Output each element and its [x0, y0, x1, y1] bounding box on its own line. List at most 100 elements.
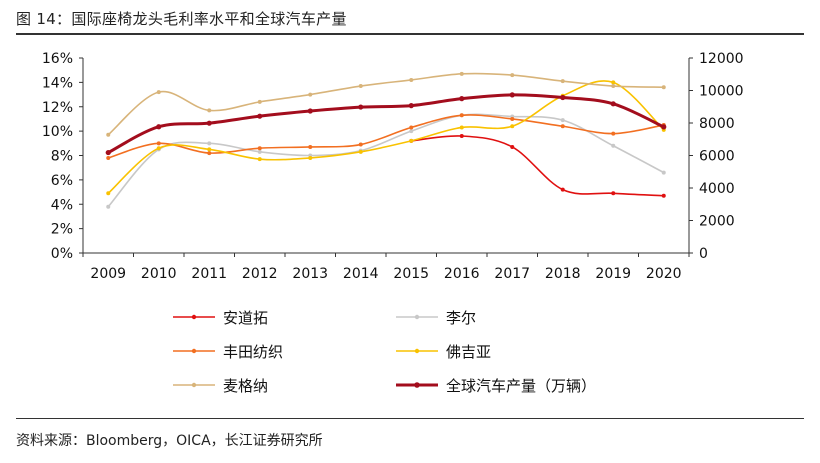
series-line — [107, 113, 665, 208]
legend-item: 佛吉亚 — [396, 343, 491, 361]
data-point — [510, 116, 515, 121]
left-tick-label: 6% — [51, 173, 73, 189]
data-point — [611, 191, 616, 196]
axes: 0% 2% 4% 6% 8% 10% 12% 14% 16% 0 2000 4000 6000 8000 1… — [42, 51, 744, 282]
x-tick-label: 2009 — [90, 266, 126, 282]
data-point — [308, 144, 313, 149]
data-point — [409, 77, 414, 82]
data-point — [510, 124, 515, 129]
x-tick-label: 2014 — [343, 266, 379, 282]
data-point — [207, 108, 212, 113]
x-tick-label: 2020 — [646, 266, 682, 282]
data-point — [408, 103, 414, 109]
line-chart: 0% 2% 4% 6% 8% 10% 12% 14% 16% 0 2000 4000 6000 8000 1… — [42, 51, 744, 395]
legend-swatch-marker — [191, 348, 197, 354]
data-point — [106, 132, 111, 137]
legend-item: 丰田纺织 — [173, 343, 283, 361]
left-tick-label: 8% — [51, 149, 73, 165]
data-point — [307, 108, 313, 114]
legend-swatch-marker — [414, 382, 420, 388]
data-point — [257, 99, 262, 104]
legend-swatch-marker — [414, 348, 420, 354]
right-tick-label: 4000 — [699, 181, 735, 197]
right-tick-label: 6000 — [699, 149, 735, 165]
data-point — [560, 124, 565, 129]
right-tick-label: 10000 — [699, 84, 744, 100]
data-point — [560, 94, 566, 101]
left-tick-label: 16% — [42, 51, 73, 67]
series-line — [410, 135, 665, 197]
data-point — [409, 125, 414, 130]
data-point — [105, 149, 111, 156]
x-tick-label: 2016 — [444, 266, 480, 282]
data-point — [257, 149, 262, 154]
data-point — [207, 151, 212, 156]
data-point — [611, 80, 616, 85]
data-point — [106, 155, 111, 160]
data-point — [409, 129, 414, 134]
legend-label: 全球汽车产量（万辆） — [446, 377, 596, 395]
data-point — [358, 142, 363, 147]
legend-item: 安道拓 — [173, 309, 268, 327]
right-tick-label: 8000 — [699, 116, 735, 132]
data-point — [358, 84, 363, 89]
x-tick-label: 2012 — [242, 266, 278, 282]
data-point — [560, 79, 565, 84]
right-tick-label: 0 — [699, 246, 708, 262]
legend-swatch-marker — [191, 382, 197, 388]
data-point — [156, 124, 162, 130]
left-tick-label: 14% — [42, 75, 73, 91]
data-point — [409, 138, 414, 143]
data-point — [358, 104, 364, 110]
data-point — [459, 134, 464, 138]
data-point — [509, 92, 515, 98]
data-point — [206, 120, 212, 126]
data-point — [156, 90, 161, 95]
x-tick-label: 2011 — [191, 266, 227, 282]
data-point — [257, 146, 262, 151]
series-line — [106, 93, 666, 155]
x-tick-label: 2010 — [141, 266, 177, 282]
legend-swatch-marker — [191, 314, 197, 320]
left-tick-label: 2% — [51, 222, 73, 238]
data-point — [156, 146, 161, 151]
legend-label: 安道拓 — [223, 309, 268, 327]
data-point — [156, 141, 161, 146]
legend-item: 李尔 — [396, 309, 476, 327]
left-tick-label: 10% — [42, 124, 73, 140]
data-point — [661, 85, 666, 90]
legend-item: 麦格纳 — [173, 377, 268, 395]
data-point — [611, 84, 616, 89]
legend-label: 麦格纳 — [223, 377, 268, 395]
data-point — [207, 147, 212, 152]
x-tick-label: 2019 — [595, 266, 631, 282]
data-point — [560, 118, 565, 123]
series-line — [107, 80, 665, 195]
series-line — [107, 72, 665, 136]
data-point — [560, 187, 565, 192]
data-point — [510, 144, 515, 149]
source-note: 资料来源：Bloomberg，OICA，长江证券研究所 — [16, 433, 323, 449]
data-point — [459, 113, 464, 118]
data-point — [611, 131, 616, 136]
legend-swatch-marker — [414, 314, 420, 320]
x-tick-label: 2015 — [393, 266, 429, 282]
x-tick-label: 2017 — [494, 266, 530, 282]
data-point — [459, 96, 465, 102]
x-tick-label: 2018 — [545, 266, 581, 282]
data-point — [106, 191, 111, 196]
series-lines — [105, 71, 667, 209]
data-point — [358, 149, 363, 154]
series-line — [107, 114, 665, 159]
data-point — [459, 125, 464, 130]
left-tick-label: 12% — [42, 100, 73, 116]
title-divider — [16, 33, 804, 35]
right-tick-label: 12000 — [699, 51, 744, 67]
left-tick-label: 0% — [51, 246, 73, 262]
legend-label: 丰田纺织 — [223, 343, 283, 361]
data-point — [661, 170, 666, 175]
data-point — [610, 101, 616, 107]
data-point — [257, 113, 263, 119]
data-point — [661, 193, 666, 198]
